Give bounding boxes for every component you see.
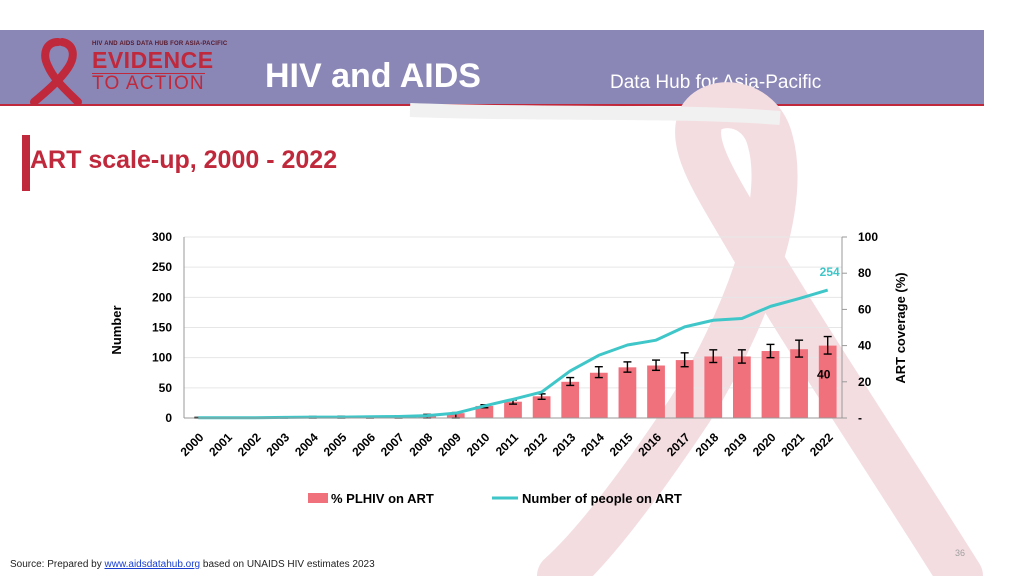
y-right-tick-label: - bbox=[858, 411, 862, 425]
y-left-tick-label: 100 bbox=[152, 351, 172, 365]
x-tick-label: 2018 bbox=[693, 430, 722, 459]
x-tick-label: 2021 bbox=[778, 430, 807, 459]
red-ribbon-icon bbox=[30, 38, 82, 106]
y-left-tick-label: 150 bbox=[152, 321, 172, 335]
y-axis-left-title: Number bbox=[109, 305, 124, 354]
bar bbox=[532, 396, 551, 418]
source-suffix: based on UNAIDS HIV estimates 2023 bbox=[200, 559, 375, 570]
x-tick-label: 2002 bbox=[235, 430, 264, 459]
header-band bbox=[0, 30, 984, 104]
bar bbox=[647, 365, 665, 418]
legend: % PLHIV on ART Number of people on ART bbox=[308, 491, 682, 506]
y-right-tick-label: 100 bbox=[858, 230, 878, 244]
y-left-tick-label: 0 bbox=[165, 411, 172, 425]
bar bbox=[475, 405, 494, 418]
x-tick-label: 2016 bbox=[635, 430, 664, 459]
logo-line-1: EVIDENCE bbox=[92, 47, 214, 73]
x-tick-label: 2003 bbox=[263, 430, 292, 459]
bar bbox=[589, 372, 608, 418]
logo-line-2: TO ACTION bbox=[92, 73, 205, 94]
x-tick-label: 2001 bbox=[206, 430, 235, 459]
title-accent-bar bbox=[22, 135, 30, 191]
x-tick-label: 2014 bbox=[578, 430, 607, 459]
x-tick-label: 2000 bbox=[178, 430, 207, 459]
x-tick-label: 2020 bbox=[750, 430, 779, 459]
legend-item-bar: % PLHIV on ART bbox=[331, 491, 434, 506]
bar bbox=[733, 356, 751, 418]
x-tick-label: 2005 bbox=[321, 430, 350, 459]
x-tick-label: 2013 bbox=[550, 430, 579, 459]
y-right-tick-label: 40 bbox=[858, 339, 872, 353]
x-tick-label: 2017 bbox=[664, 430, 693, 459]
page-number: 36 bbox=[955, 548, 966, 558]
x-tick-label: 2011 bbox=[493, 430, 522, 459]
y-left-tick-label: 50 bbox=[159, 381, 173, 395]
logo: HIV AND AIDS DATA HUB FOR ASIA-PACIFIC E… bbox=[28, 36, 248, 106]
y-left-tick-label: 200 bbox=[152, 290, 172, 304]
line-end-label: 254 bbox=[820, 265, 840, 279]
slide-title: ART scale-up, 2000 - 2022 bbox=[30, 146, 338, 174]
header-title: HIV and AIDS bbox=[265, 57, 481, 95]
line-series bbox=[198, 288, 829, 420]
y-left-tick-label: 300 bbox=[152, 230, 172, 244]
bar bbox=[618, 367, 637, 418]
bar bbox=[504, 401, 522, 418]
legend-bar-swatch bbox=[308, 493, 328, 503]
x-tick-label: 2015 bbox=[607, 430, 636, 459]
x-tick-label: 2019 bbox=[721, 430, 750, 459]
source-link[interactable]: www.aidsdatahub.org bbox=[104, 559, 201, 570]
y-right-tick-label: 60 bbox=[858, 302, 872, 316]
x-tick-label: 2007 bbox=[378, 430, 407, 459]
y-left-tick-label: 250 bbox=[152, 260, 172, 274]
x-tick-label: 2022 bbox=[807, 430, 836, 459]
bar bbox=[818, 345, 837, 418]
x-tick-label: 2010 bbox=[464, 430, 493, 459]
source-note: Source: Prepared by www.aidsdatahub.org … bbox=[10, 559, 375, 570]
x-tick-label: 2008 bbox=[407, 430, 436, 459]
x-tick-label: 2004 bbox=[292, 430, 321, 459]
x-tick-label: 2009 bbox=[435, 430, 464, 459]
header-subtitle: Data Hub for Asia-Pacific bbox=[610, 72, 822, 93]
legend-item-line: Number of people on ART bbox=[522, 491, 682, 506]
x-tick-label: 2006 bbox=[349, 430, 378, 459]
bar bbox=[704, 356, 723, 418]
bar-end-label: 40 bbox=[817, 368, 831, 382]
y-axis-right-title: ART coverage (%) bbox=[893, 272, 908, 383]
bar bbox=[761, 351, 780, 418]
source-prefix: Source: Prepared by bbox=[10, 559, 105, 570]
bar bbox=[561, 381, 580, 418]
bar bbox=[675, 360, 694, 418]
y-right-tick-label: 20 bbox=[858, 375, 872, 389]
x-tick-label: 2012 bbox=[521, 430, 550, 459]
logo-tagline: HIV AND AIDS DATA HUB FOR ASIA-PACIFIC bbox=[92, 41, 228, 47]
y-right-tick-label: 80 bbox=[858, 266, 872, 280]
bar bbox=[790, 349, 808, 418]
